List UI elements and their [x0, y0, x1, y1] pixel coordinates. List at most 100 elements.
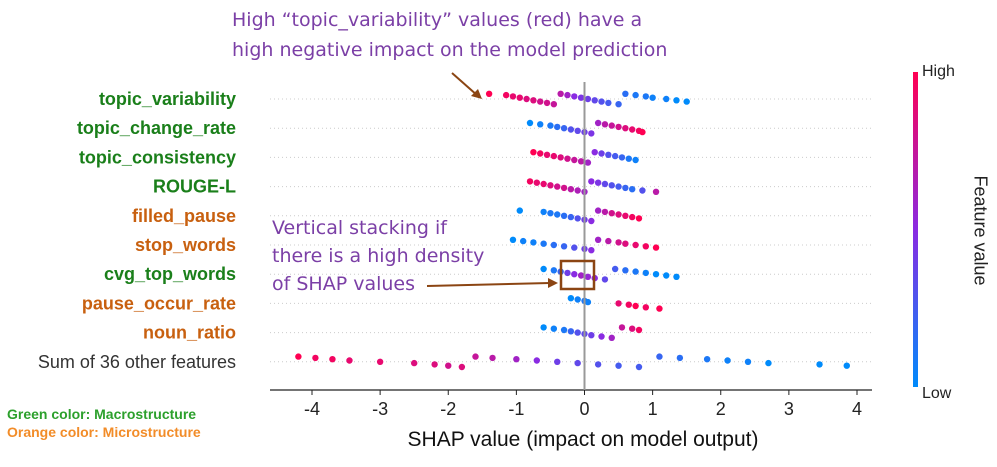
feature-label: filled_pause: [132, 206, 236, 226]
shap-point: [516, 94, 523, 101]
shap-point: [574, 329, 581, 336]
shap-point: [564, 91, 571, 99]
shap-point: [615, 300, 622, 307]
shap-point: [571, 244, 578, 251]
shap-point: [605, 99, 612, 107]
shap-point: [608, 182, 615, 189]
shap-point: [526, 178, 534, 185]
mid-annotation-line1: Vertical stacking if: [272, 217, 447, 239]
shap-point: [588, 217, 595, 225]
shap-point: [519, 237, 527, 245]
shap-point: [574, 187, 581, 194]
shap-point: [628, 213, 636, 221]
shap-point: [622, 267, 629, 274]
shap-point: [591, 149, 598, 156]
x-tick-label: 2: [716, 399, 726, 419]
shap-point: [588, 247, 595, 254]
shap-point: [765, 359, 772, 367]
shap-point: [557, 90, 564, 98]
shap-point: [489, 354, 496, 362]
shap-point: [431, 361, 438, 368]
shap-point: [564, 269, 571, 277]
x-tick-label: 4: [852, 399, 862, 419]
shap-point: [598, 150, 605, 157]
shap-point: [574, 215, 581, 222]
feature-label: topic_consistency: [79, 147, 236, 167]
mid-annotation-line3: of SHAP values: [272, 273, 415, 295]
shap-point: [513, 356, 520, 363]
shap-point: [560, 243, 568, 250]
shap-point: [598, 333, 605, 340]
shap-point: [632, 91, 639, 99]
shap-point: [295, 353, 302, 360]
feature-label: topic_change_rate: [77, 118, 236, 138]
shap-point: [639, 187, 646, 194]
shap-point: [537, 150, 544, 157]
shap-point: [584, 298, 592, 306]
shap-point: [683, 98, 690, 105]
x-tick-label: -2: [440, 399, 456, 419]
shap-point: [567, 295, 575, 302]
shap-point: [632, 268, 639, 275]
shap-point: [615, 101, 622, 108]
shap-point: [649, 94, 656, 101]
x-tick-label: -4: [304, 399, 320, 419]
shap-point: [554, 358, 561, 365]
shap-point: [516, 207, 523, 214]
shap-point: [312, 354, 319, 362]
feature-label: ROUGE-L: [153, 177, 236, 197]
shap-point: [676, 354, 684, 362]
colorbar: [913, 72, 918, 387]
annotation-arrow-top: [451, 72, 482, 99]
shap-point: [537, 98, 544, 105]
shap-point: [574, 296, 581, 303]
shap-point: [540, 240, 547, 247]
shap-point: [639, 128, 646, 136]
shap-point: [588, 332, 595, 339]
shap-point: [724, 357, 731, 364]
feature-label: stop_words: [135, 235, 236, 255]
shap-point: [557, 154, 564, 161]
colorbar-low-label: Low: [922, 385, 952, 402]
shap-point: [622, 125, 629, 132]
shap-point: [584, 95, 592, 103]
shap-point: [540, 180, 547, 188]
shap-point: [605, 237, 612, 245]
shap-point: [547, 122, 554, 129]
shap-point: [652, 188, 660, 195]
shap-point: [547, 210, 554, 217]
shap-point: [663, 272, 670, 279]
shap-point: [642, 93, 650, 100]
shap-point: [656, 305, 663, 312]
x-axis-label: SHAP value (impact on model output): [408, 428, 759, 451]
shap-point: [843, 362, 850, 369]
shap-point: [567, 126, 575, 133]
shap-point: [652, 244, 660, 251]
shap-point: [571, 156, 578, 164]
shap-point: [567, 328, 575, 335]
shap-point: [574, 359, 581, 367]
shap-point: [509, 236, 517, 243]
shap-point: [540, 324, 547, 331]
shap-point: [642, 269, 650, 277]
shap-point: [673, 97, 680, 104]
shap-point: [584, 273, 592, 280]
shap-point: [577, 94, 585, 101]
feature-label: topic_variability: [99, 89, 236, 109]
feature-label: pause_occur_rate: [82, 293, 236, 313]
x-tick-label: 3: [784, 399, 794, 419]
shap-point: [530, 97, 537, 104]
x-tick-label: 0: [579, 399, 589, 419]
feature-label: noun_ratio: [143, 323, 236, 343]
shap-point: [550, 325, 558, 332]
shap-point: [594, 179, 602, 186]
legend-note-macro: Green color: Macrostructure: [7, 406, 197, 422]
shap-point: [523, 95, 530, 103]
shap-point: [554, 123, 561, 131]
shap-point: [574, 127, 581, 134]
shap-point: [615, 183, 622, 190]
shap-point: [564, 155, 571, 162]
shap-point: [543, 99, 551, 107]
shap-point: [663, 95, 670, 103]
shap-point: [673, 273, 680, 280]
